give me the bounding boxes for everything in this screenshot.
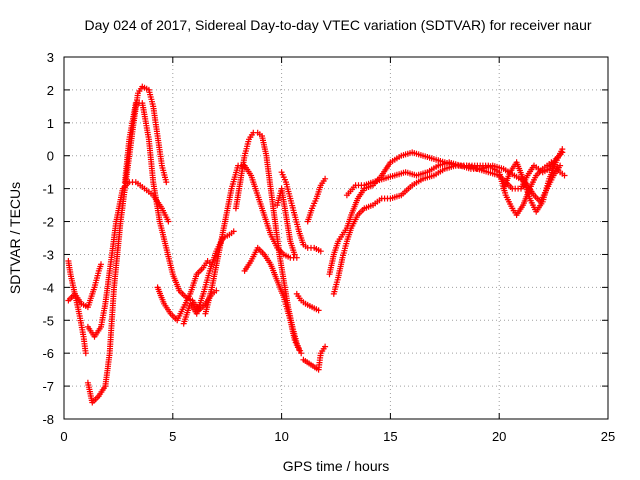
data-point [165,218,172,225]
series-arc-8 [202,162,300,317]
x-tick-label: 0 [60,429,67,444]
data-point [322,343,329,350]
y-tick-label: -2 [42,215,54,230]
y-tick-label: -4 [42,280,54,295]
data-point [557,162,564,169]
data-point [317,248,324,255]
series-arc-4 [84,83,170,406]
series-arc-14 [293,290,322,314]
y-tick-label: -1 [42,182,54,197]
y-tick-label: 3 [47,50,54,65]
plot-frame [63,56,609,420]
data-point [82,350,89,357]
x-tick-label: 15 [383,429,397,444]
series-arc-10 [241,244,302,353]
series-arc-17 [330,159,568,297]
y-tick-label: -7 [42,379,54,394]
series-arc-5 [121,100,220,314]
chart-title: Day 024 of 2017, Sidereal Day-to-day VTE… [84,17,591,33]
data-point [213,287,220,294]
x-tick-label: 10 [274,429,288,444]
series-arc-12 [278,169,324,255]
series-arc-2 [65,261,104,311]
x-tick-label: 20 [492,429,506,444]
data-point [296,346,302,353]
y-tick-label: 0 [47,149,54,164]
data-point [298,350,305,357]
data-point [559,146,566,153]
x-tick-label: 5 [169,429,176,444]
series-arc-7 [180,228,237,327]
data-point [315,307,322,314]
series-arc-15 [300,343,329,373]
data-point [163,179,170,186]
y-tick-label: 1 [47,116,54,131]
x-tick-label: 25 [601,429,615,444]
y-tick-label: -3 [42,247,54,262]
y-tick-label: 2 [47,83,54,98]
series-arc-19 [500,146,566,215]
series-arc-3 [84,179,172,340]
x-axis-label: GPS time / hours [283,458,390,474]
data-point [322,175,329,182]
y-tick-label: -6 [42,346,54,361]
series-arc-9 [232,129,305,357]
y-tick-label: -8 [42,412,54,427]
data-point [98,261,104,268]
grid [64,57,608,419]
axis-ticks: 0 5 10 15 20 25 -8 -7 -6 -5 -4 -3 -2 -1 0 1 2 3 [42,50,615,444]
series-arc-13 [304,175,329,225]
y-axis-label: SDTVAR / TECUs [7,182,23,294]
y-tick-label: -5 [42,313,54,328]
data-point [291,251,298,258]
series-arc-11 [274,185,298,258]
data-point [230,228,237,235]
data-point [561,172,568,179]
data-point [293,254,300,261]
data-points [65,83,568,406]
